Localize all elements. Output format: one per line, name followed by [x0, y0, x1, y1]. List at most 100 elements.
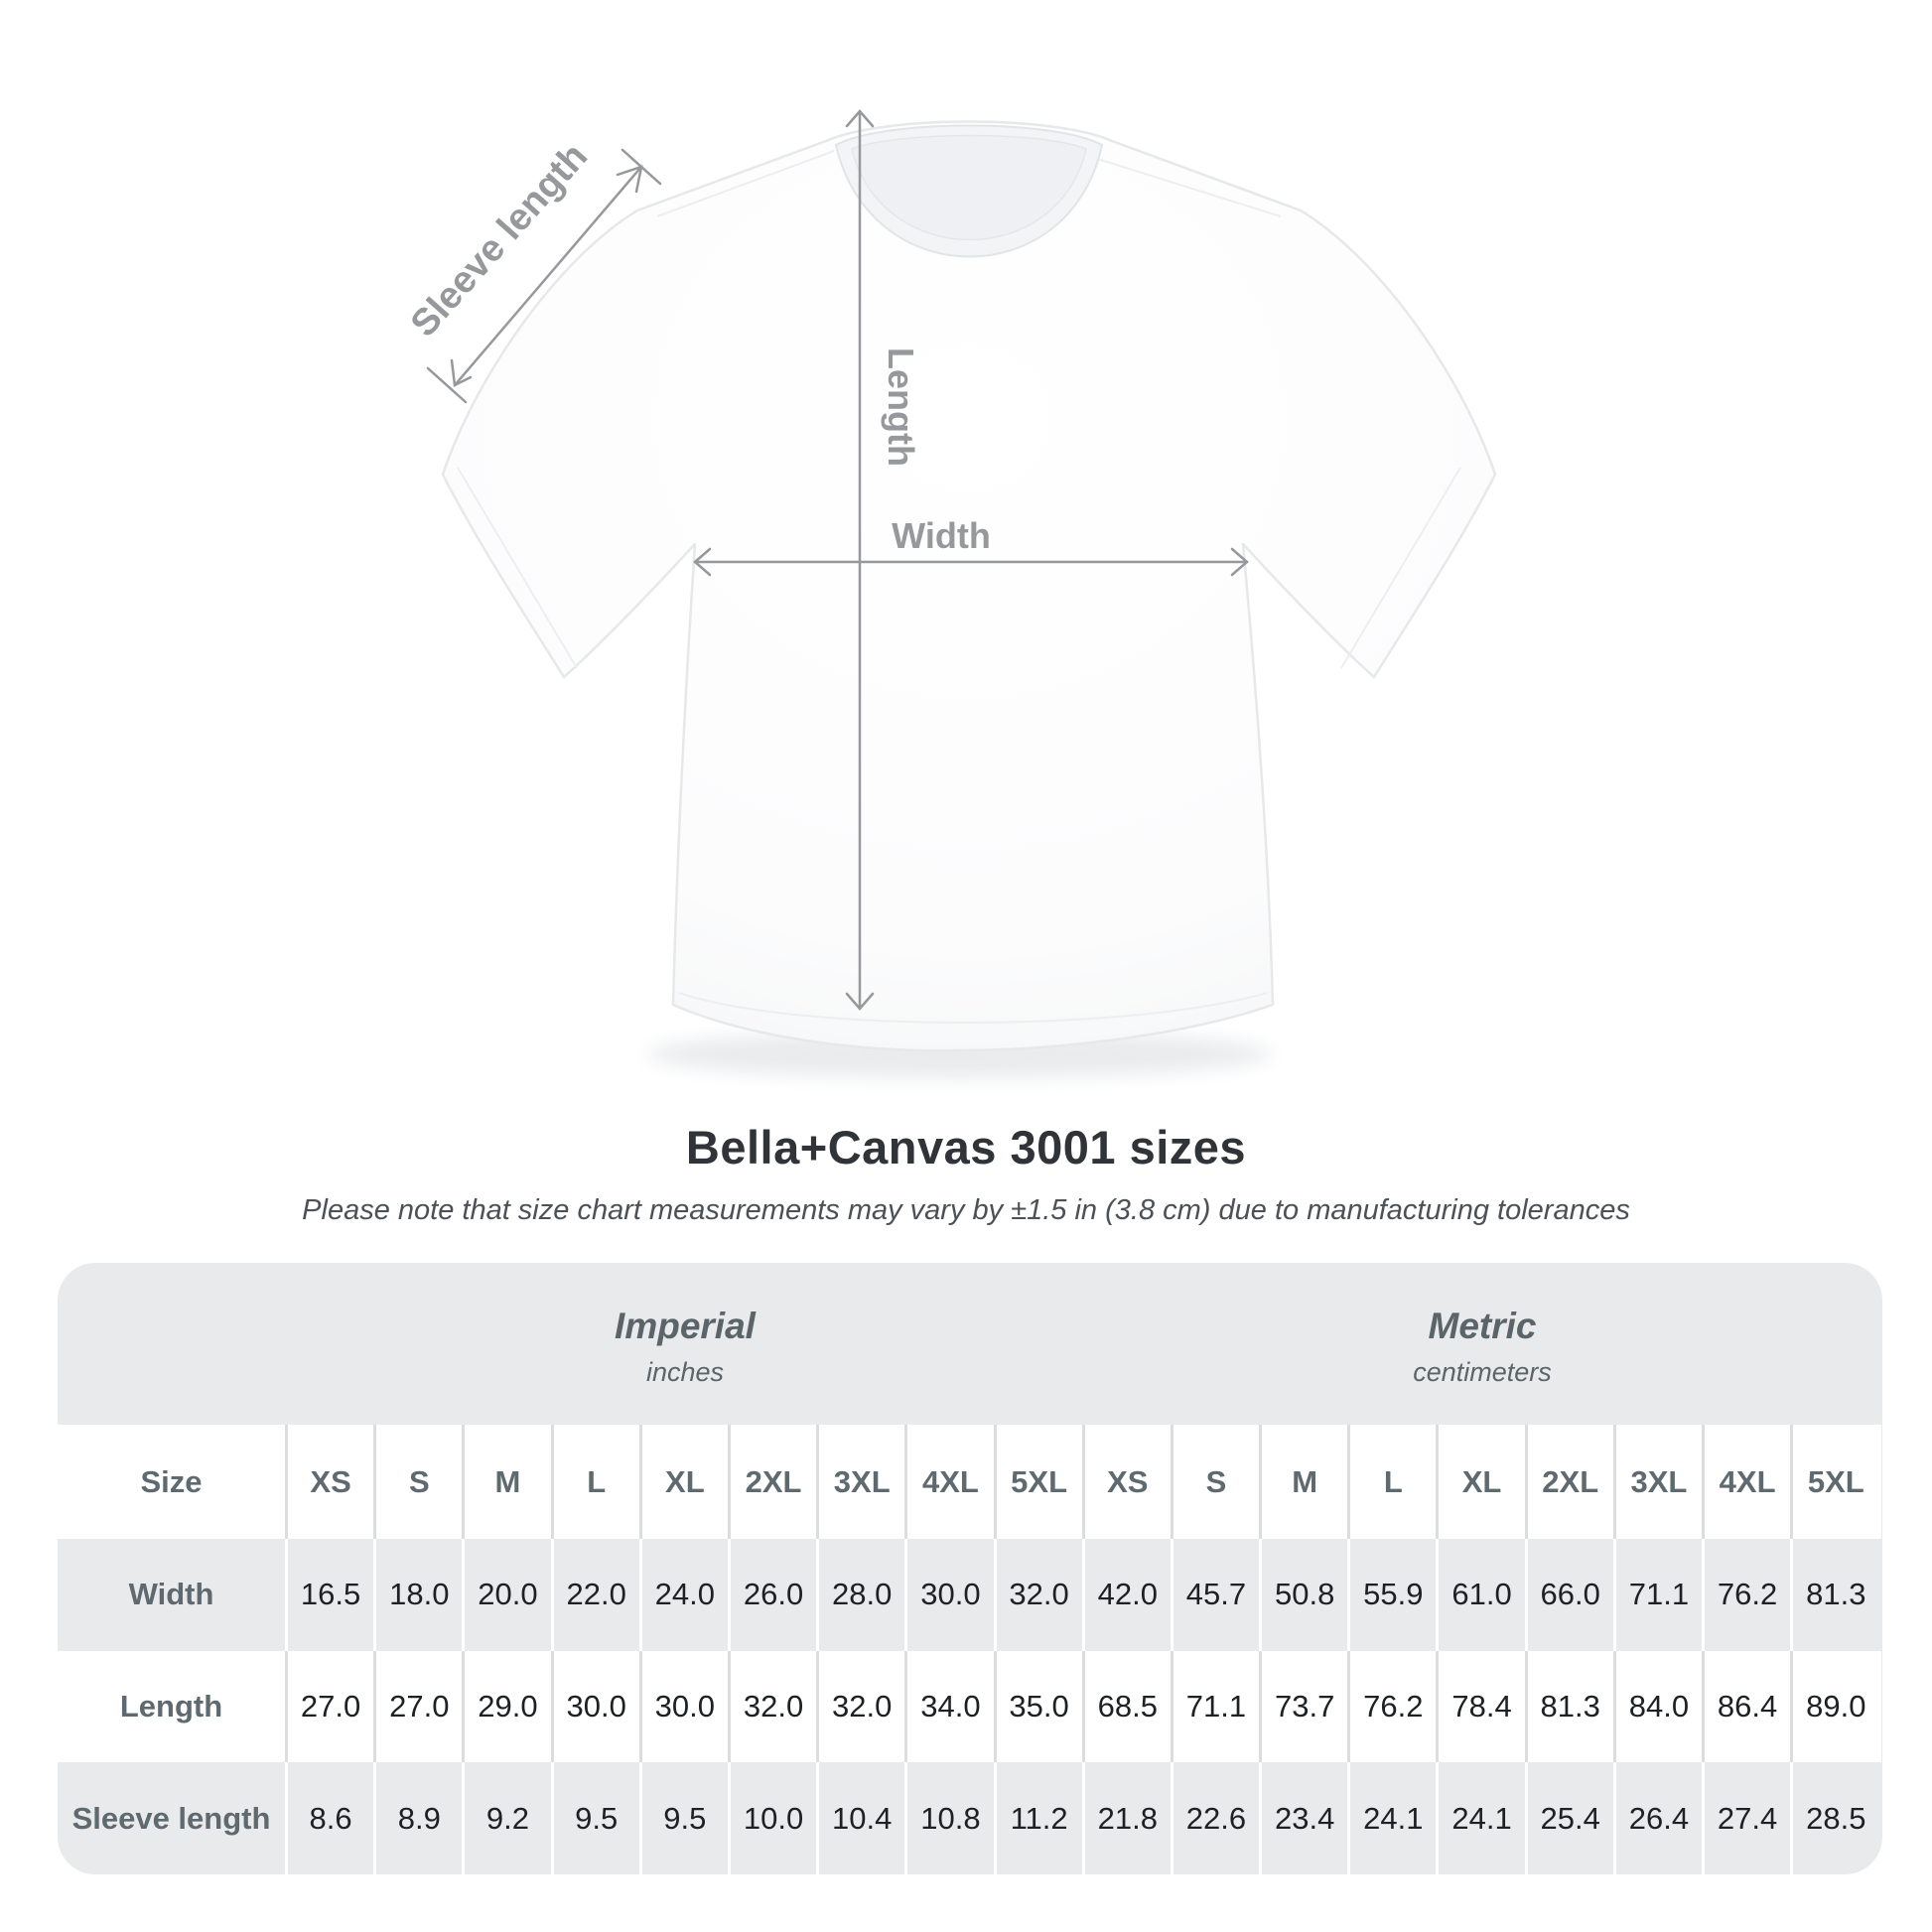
- size-column-header: 5XL: [996, 1425, 1085, 1539]
- row-label-cell: Sleeve length: [58, 1762, 288, 1874]
- size-column-header: M: [1262, 1425, 1351, 1539]
- value-cell: 28.0: [819, 1539, 908, 1651]
- size-column-header: 5XL: [1793, 1425, 1882, 1539]
- size-column-header: 4XL: [907, 1425, 997, 1539]
- page-subtitle: Please note that size chart measurements…: [302, 1194, 1630, 1226]
- table-row: Length 27.0 27.0 29.0 30.0 30.0 32.0 32.0 34.0 35…: [58, 1650, 1882, 1763]
- size-column-header: 3XL: [819, 1425, 908, 1539]
- tshirt-silhouette: [441, 120, 1497, 1052]
- value-cell: 11.2: [996, 1762, 1085, 1874]
- value-cell: 76.2: [1705, 1539, 1794, 1651]
- value-cell: 42.0: [1084, 1539, 1173, 1651]
- length-arrow: [845, 109, 875, 1011]
- unit-group-imperial: Imperial inches: [288, 1263, 1082, 1425]
- value-cell: 20.0: [465, 1539, 554, 1651]
- size-column-header: 2XL: [730, 1425, 820, 1539]
- value-cell: 10.8: [907, 1762, 997, 1874]
- value-cell: 10.0: [730, 1762, 820, 1874]
- value-cell: 71.1: [1615, 1539, 1705, 1651]
- value-cell: 78.4: [1439, 1650, 1528, 1763]
- size-grid: Size XS S M L XL 2XL 3XL 4XL 5XL XS S M L XL 2XL 3XL 4XL 5…: [58, 1425, 1882, 1874]
- cuff-hem-left: [457, 467, 578, 669]
- table-row: Width 16.5 18.0 20.0 22.0 24.0 26.0 28.0 30.0 32.…: [58, 1539, 1882, 1651]
- shoulder-seam-left: [656, 150, 835, 217]
- collar-inner-band: [851, 134, 1087, 241]
- width-arrow: [693, 547, 1249, 577]
- value-cell: 22.0: [553, 1539, 642, 1651]
- value-cell: 81.3: [1527, 1650, 1616, 1763]
- value-cell: 26.4: [1615, 1762, 1705, 1874]
- value-cell: 61.0: [1439, 1539, 1528, 1651]
- value-cell: 24.0: [641, 1539, 731, 1651]
- bottom-hem-stitch: [678, 992, 1268, 1024]
- value-cell: 71.1: [1173, 1650, 1263, 1763]
- value-cell: 50.8: [1262, 1539, 1351, 1651]
- value-cell: 9.5: [553, 1762, 642, 1874]
- shirt-shadow: [646, 1031, 1272, 1078]
- value-cell: 8.6: [288, 1762, 377, 1874]
- value-cell: 21.8: [1084, 1762, 1173, 1874]
- page-title: Bella+Canvas 3001 sizes: [685, 1121, 1247, 1173]
- value-cell: 86.4: [1705, 1650, 1794, 1763]
- value-cell: 27.4: [1705, 1762, 1794, 1874]
- sleeve-length-arrow: [426, 148, 662, 404]
- value-cell: 25.4: [1527, 1762, 1616, 1874]
- value-cell: 76.2: [1350, 1650, 1440, 1763]
- size-column-header: XS: [288, 1425, 377, 1539]
- value-cell: 30.0: [907, 1539, 997, 1651]
- value-cell: 8.9: [376, 1762, 466, 1874]
- unit-group-unit: centimeters: [1413, 1357, 1552, 1388]
- value-cell: 73.7: [1262, 1650, 1351, 1763]
- unit-group-name: Imperial: [615, 1305, 756, 1346]
- value-cell: 23.4: [1262, 1762, 1351, 1874]
- value-cell: 10.4: [819, 1762, 908, 1874]
- row-label-cell: Width: [58, 1539, 288, 1651]
- cuff-hem-right: [1340, 467, 1461, 669]
- table-header-row: Size XS S M L XL 2XL 3XL 4XL 5XL XS S M L XL 2XL 3XL 4XL 5…: [58, 1425, 1882, 1539]
- size-column-header: 2XL: [1527, 1425, 1616, 1539]
- value-cell: 30.0: [553, 1650, 642, 1763]
- value-cell: 30.0: [641, 1650, 731, 1763]
- value-cell: 84.0: [1615, 1650, 1705, 1763]
- size-column-header: M: [465, 1425, 554, 1539]
- value-cell: 55.9: [1350, 1539, 1440, 1651]
- value-cell: 18.0: [376, 1539, 466, 1651]
- row-label-cell: Length: [58, 1650, 288, 1763]
- value-cell: 66.0: [1527, 1539, 1616, 1651]
- unit-group-metric: Metric centimeters: [1082, 1263, 1882, 1425]
- size-column-header: S: [1173, 1425, 1263, 1539]
- table-row: Sleeve length 8.6 8.9 9.2 9.5 9.5 10.0 10.4 10.8…: [58, 1762, 1882, 1874]
- size-column-header: 4XL: [1705, 1425, 1794, 1539]
- value-cell: 32.0: [730, 1650, 820, 1763]
- value-cell: 34.0: [907, 1650, 997, 1763]
- value-cell: 9.2: [465, 1762, 554, 1874]
- size-header-cell: Size: [58, 1425, 288, 1539]
- value-cell: 81.3: [1793, 1539, 1882, 1651]
- value-cell: 32.0: [819, 1650, 908, 1763]
- unit-group-name: Metric: [1428, 1305, 1537, 1346]
- value-cell: 29.0: [465, 1650, 554, 1763]
- size-column-header: S: [376, 1425, 466, 1539]
- size-column-header: 3XL: [1615, 1425, 1705, 1539]
- length-label: Length: [881, 347, 921, 467]
- value-cell: 24.1: [1439, 1762, 1528, 1874]
- value-cell: 32.0: [996, 1539, 1085, 1651]
- value-cell: 89.0: [1793, 1650, 1882, 1763]
- size-column-header: L: [1350, 1425, 1440, 1539]
- value-cell: 27.0: [288, 1650, 377, 1763]
- shoulder-seam-right: [1071, 150, 1282, 217]
- size-column-header: L: [553, 1425, 642, 1539]
- size-column-header: XL: [1439, 1425, 1528, 1539]
- value-cell: 68.5: [1084, 1650, 1173, 1763]
- value-cell: 35.0: [996, 1650, 1085, 1763]
- value-cell: 27.0: [376, 1650, 466, 1763]
- value-cell: 24.1: [1350, 1762, 1440, 1874]
- value-cell: 45.7: [1173, 1539, 1263, 1651]
- size-column-header: XL: [641, 1425, 731, 1539]
- value-cell: 22.6: [1173, 1762, 1263, 1874]
- value-cell: 28.5: [1793, 1762, 1882, 1874]
- size-column-header: XS: [1084, 1425, 1173, 1539]
- value-cell: 26.0: [730, 1539, 820, 1651]
